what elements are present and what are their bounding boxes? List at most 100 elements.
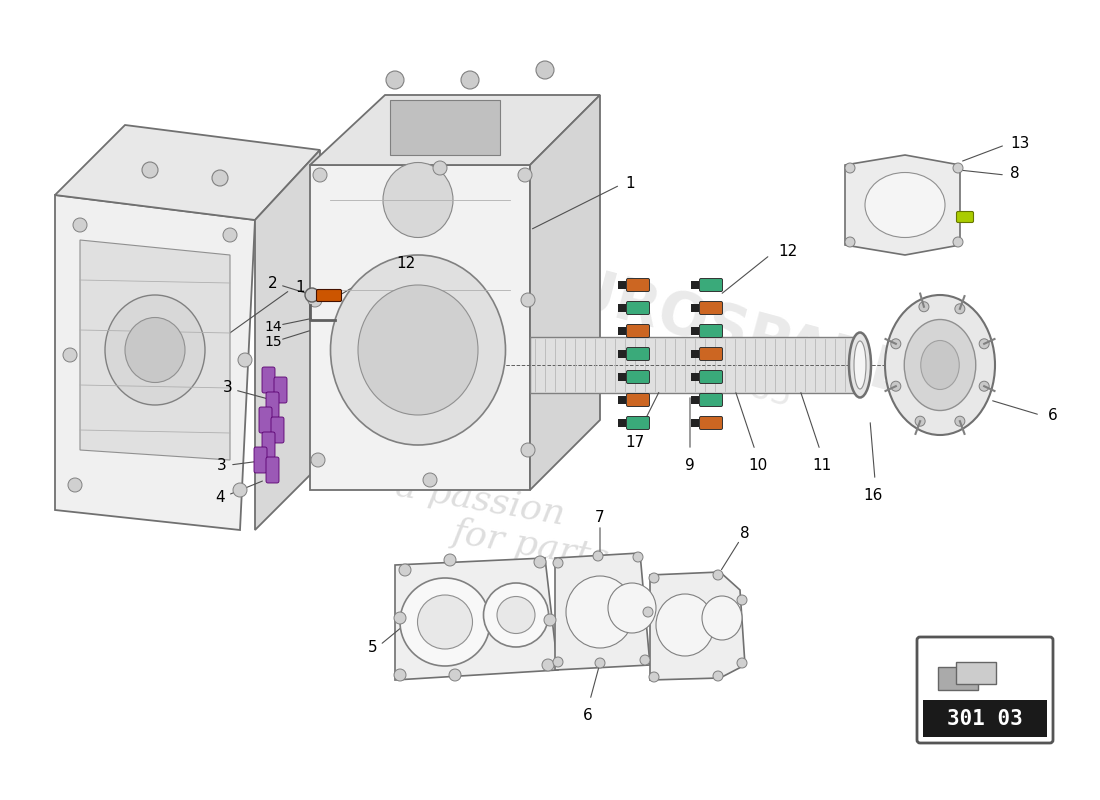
FancyBboxPatch shape: [262, 367, 275, 393]
FancyBboxPatch shape: [957, 211, 974, 222]
Bar: [923, 700, 1047, 737]
Circle shape: [386, 71, 404, 89]
Circle shape: [399, 564, 411, 576]
FancyBboxPatch shape: [317, 290, 341, 302]
Polygon shape: [255, 150, 320, 530]
Circle shape: [63, 348, 77, 362]
Circle shape: [649, 573, 659, 583]
Circle shape: [737, 658, 747, 668]
Circle shape: [311, 453, 324, 467]
Circle shape: [142, 162, 158, 178]
FancyBboxPatch shape: [271, 417, 284, 443]
Circle shape: [713, 671, 723, 681]
FancyBboxPatch shape: [627, 370, 649, 383]
Circle shape: [394, 669, 406, 681]
Ellipse shape: [921, 341, 959, 390]
Circle shape: [915, 416, 925, 426]
FancyBboxPatch shape: [700, 325, 723, 338]
Text: 301 03: 301 03: [947, 709, 1023, 729]
Ellipse shape: [125, 318, 185, 382]
Circle shape: [223, 228, 236, 242]
Circle shape: [737, 595, 747, 605]
Ellipse shape: [849, 333, 871, 398]
Text: 11: 11: [813, 458, 832, 473]
Ellipse shape: [854, 341, 866, 389]
Text: 5: 5: [368, 641, 377, 655]
Circle shape: [534, 556, 546, 568]
Circle shape: [593, 551, 603, 561]
Text: for parts: for parts: [449, 514, 612, 575]
Polygon shape: [556, 553, 650, 670]
Bar: [691, 281, 698, 289]
Text: 8: 8: [740, 526, 750, 542]
Ellipse shape: [608, 583, 656, 633]
Circle shape: [553, 558, 563, 568]
Text: 6: 6: [1048, 407, 1058, 422]
Text: 9: 9: [685, 458, 695, 473]
Bar: [691, 350, 698, 358]
Circle shape: [238, 353, 252, 367]
Polygon shape: [395, 558, 558, 680]
Circle shape: [953, 237, 962, 247]
FancyBboxPatch shape: [274, 377, 287, 403]
Circle shape: [918, 302, 928, 312]
Polygon shape: [956, 662, 996, 684]
Circle shape: [314, 168, 327, 182]
FancyBboxPatch shape: [266, 457, 279, 483]
Circle shape: [536, 61, 554, 79]
FancyBboxPatch shape: [258, 407, 272, 433]
FancyBboxPatch shape: [700, 417, 723, 430]
FancyBboxPatch shape: [627, 417, 649, 430]
Text: 12: 12: [396, 255, 416, 270]
Ellipse shape: [358, 285, 478, 415]
FancyBboxPatch shape: [917, 637, 1053, 743]
Polygon shape: [55, 125, 320, 220]
Circle shape: [433, 161, 447, 175]
Bar: [618, 304, 626, 312]
Bar: [618, 281, 626, 289]
Bar: [618, 350, 626, 358]
Ellipse shape: [497, 597, 535, 634]
Circle shape: [845, 237, 855, 247]
FancyBboxPatch shape: [627, 325, 649, 338]
Polygon shape: [390, 100, 501, 155]
FancyBboxPatch shape: [627, 278, 649, 291]
Polygon shape: [650, 572, 745, 680]
Text: 3: 3: [223, 381, 233, 395]
Circle shape: [542, 659, 554, 671]
Bar: [691, 304, 698, 312]
Ellipse shape: [484, 583, 549, 647]
Text: 14: 14: [264, 320, 282, 334]
Circle shape: [308, 293, 322, 307]
Ellipse shape: [656, 594, 714, 656]
Circle shape: [644, 607, 653, 617]
Circle shape: [518, 168, 532, 182]
Circle shape: [544, 614, 556, 626]
Circle shape: [979, 338, 989, 349]
Circle shape: [305, 288, 319, 302]
Circle shape: [953, 163, 962, 173]
Polygon shape: [530, 95, 600, 490]
Circle shape: [521, 443, 535, 457]
Circle shape: [461, 71, 478, 89]
Circle shape: [394, 612, 406, 624]
Circle shape: [73, 218, 87, 232]
Circle shape: [444, 554, 456, 566]
Text: 16: 16: [864, 488, 882, 503]
Bar: [691, 419, 698, 427]
FancyBboxPatch shape: [700, 278, 723, 291]
FancyBboxPatch shape: [700, 394, 723, 406]
Bar: [618, 396, 626, 404]
Circle shape: [640, 655, 650, 665]
Circle shape: [955, 304, 965, 314]
Ellipse shape: [886, 295, 996, 435]
Polygon shape: [310, 95, 600, 165]
Bar: [691, 327, 698, 335]
Bar: [618, 327, 626, 335]
Circle shape: [891, 338, 901, 349]
Circle shape: [845, 163, 855, 173]
Text: 7: 7: [595, 510, 605, 526]
Polygon shape: [938, 667, 978, 690]
FancyBboxPatch shape: [627, 394, 649, 406]
Circle shape: [449, 669, 461, 681]
